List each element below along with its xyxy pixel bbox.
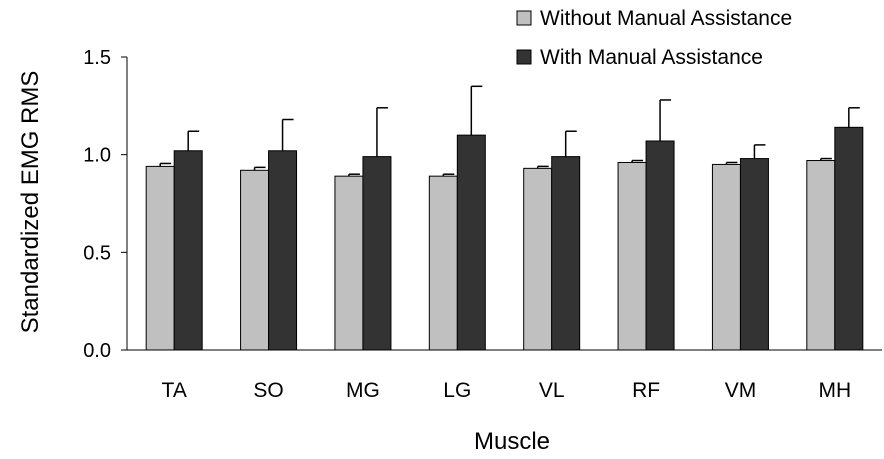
bar-without-ta <box>145 165 175 351</box>
x-tick-label: VL <box>539 379 565 402</box>
y-tick-label: 1.5 <box>83 47 111 69</box>
bar-without-mg <box>334 175 364 351</box>
y-ticks: 0.0 0.5 1.0 1.5 <box>83 47 127 362</box>
bar-without-rf <box>617 161 647 351</box>
y-tick-label: 0.5 <box>83 242 111 264</box>
legend-swatch-without <box>516 10 532 26</box>
bar-without-vm <box>711 163 741 351</box>
bar-with-so <box>268 150 298 351</box>
bar-without-lg <box>428 175 458 351</box>
bar-with-mg <box>362 156 392 351</box>
y-axis-title: Standardized EMG RMS <box>17 71 44 334</box>
x-axis-title: Muscle <box>474 428 550 455</box>
bar-with-vl <box>551 156 581 351</box>
x-tick-label: LG <box>443 379 471 402</box>
bar-with-ta <box>173 150 203 351</box>
bar-with-vm <box>739 158 769 351</box>
legend-label-without: Without Manual Assistance <box>540 7 792 30</box>
x-tick-labels: TA SO MG LG VL RF VM MH <box>162 379 852 402</box>
x-tick-label: RF <box>632 379 660 402</box>
bars <box>145 126 864 351</box>
x-tick-label: VM <box>725 379 757 402</box>
x-tick-label: SO <box>253 379 283 402</box>
x-tick-label: MG <box>346 379 380 402</box>
bar-without-so <box>240 169 270 351</box>
y-tick-label: 1.0 <box>83 145 111 167</box>
x-tick-label: TA <box>162 379 187 402</box>
legend-swatch-with <box>516 49 532 65</box>
error-bars <box>159 85 860 177</box>
legend: Without Manual Assistance With Manual As… <box>516 7 792 69</box>
x-tick-label: MH <box>818 379 851 402</box>
bar-without-mh <box>806 160 836 351</box>
bar-without-vl <box>523 167 553 351</box>
bar-with-lg <box>456 134 486 351</box>
bar-with-rf <box>645 140 675 351</box>
bar-with-mh <box>834 126 864 351</box>
y-tick-label: 0.0 <box>83 340 111 362</box>
legend-label-with: With Manual Assistance <box>540 46 763 69</box>
